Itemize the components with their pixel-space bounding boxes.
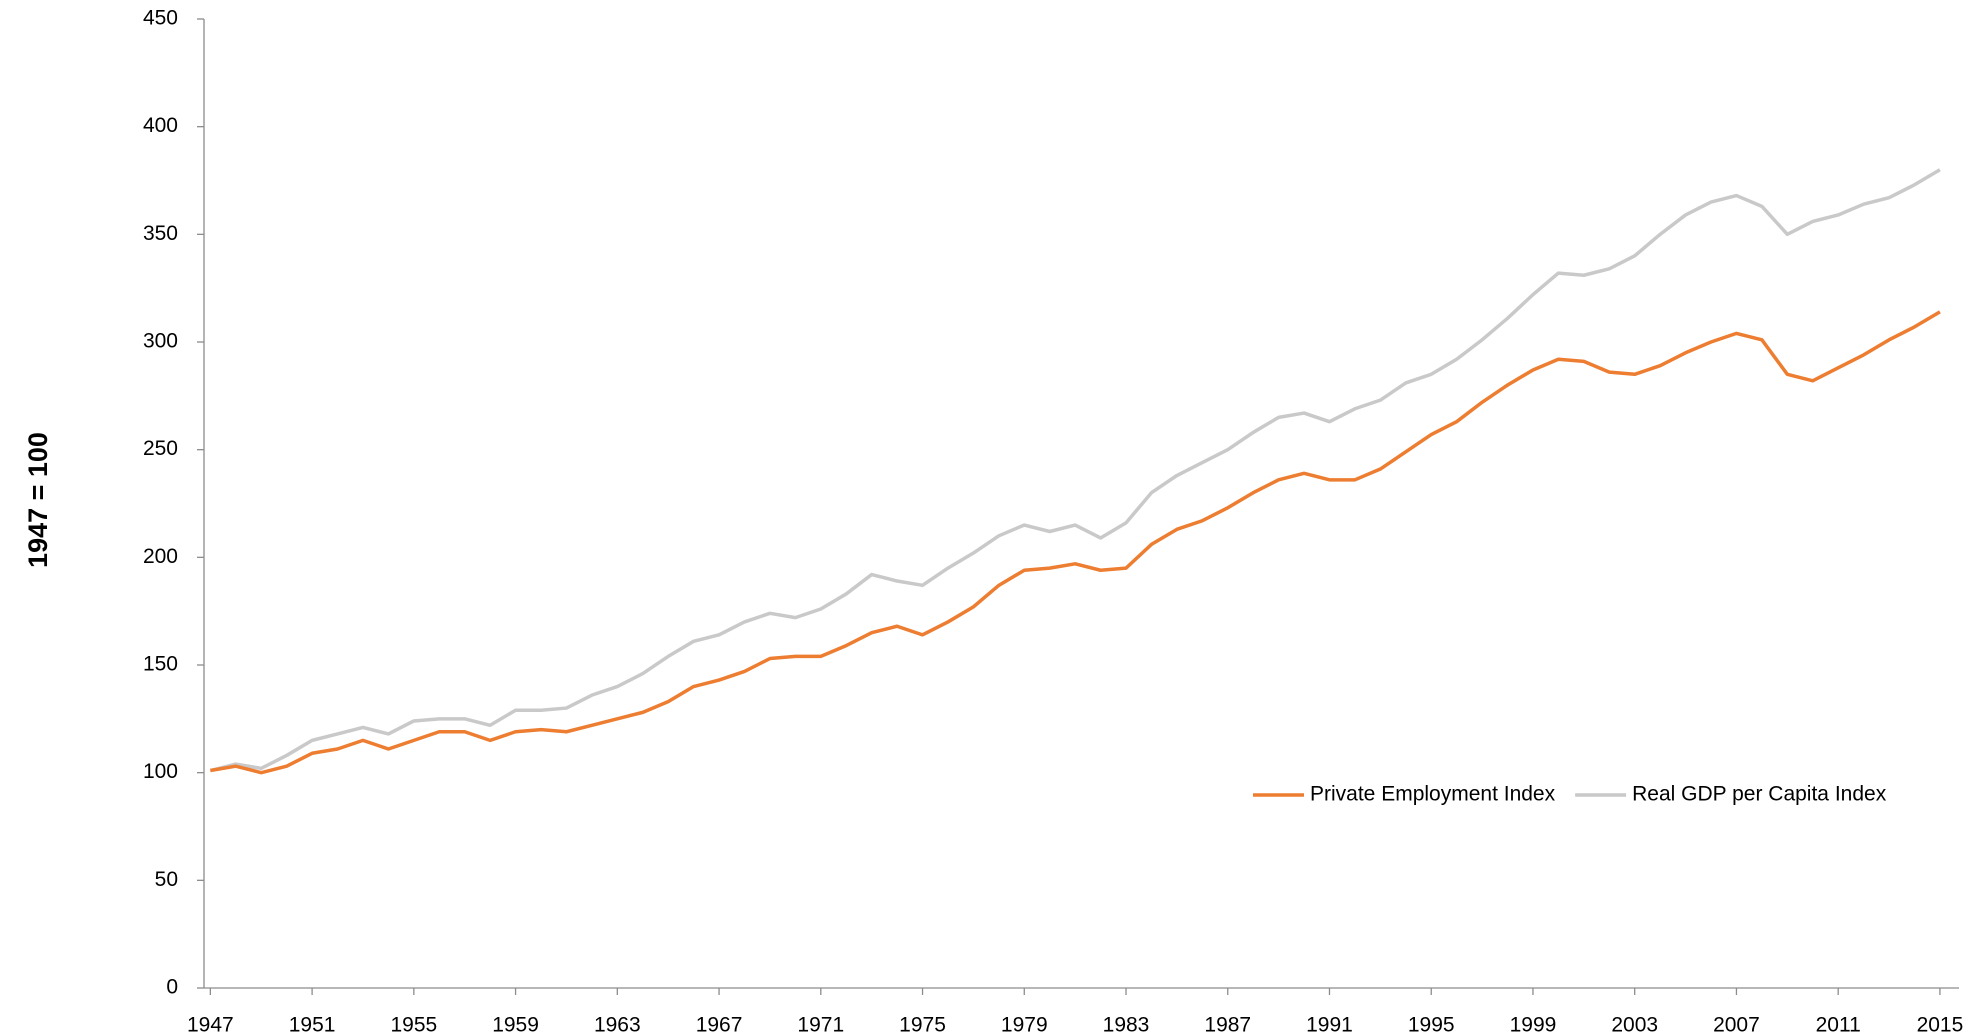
x-tick-label: 2003 <box>1611 1014 1658 1036</box>
x-tick-label: 1967 <box>696 1014 743 1036</box>
x-tick-label: 1963 <box>594 1014 641 1036</box>
y-tick-label: 300 <box>143 330 178 353</box>
x-tick-label: 1979 <box>1001 1014 1048 1036</box>
legend-label: Private Employment Index <box>1310 783 1556 806</box>
x-tick-label: 1999 <box>1510 1014 1557 1036</box>
y-axis-label: 1947 = 100 <box>23 432 53 568</box>
y-tick-label: 150 <box>143 653 178 676</box>
y-tick-label: 450 <box>143 7 178 30</box>
x-tick-label: 1975 <box>899 1014 946 1036</box>
x-tick-label: 1955 <box>390 1014 437 1036</box>
x-tick-label: 1959 <box>492 1014 539 1036</box>
y-tick-label: 0 <box>166 976 178 999</box>
y-tick-label: 350 <box>143 222 178 245</box>
x-tick-label: 1995 <box>1408 1014 1455 1036</box>
x-tick-label: 1971 <box>797 1014 844 1036</box>
y-tick-label: 50 <box>155 868 178 891</box>
y-tick-label: 100 <box>143 760 178 783</box>
series-line <box>209 168 1941 773</box>
x-tick-label: 1951 <box>289 1014 336 1036</box>
series-line <box>210 310 1941 775</box>
y-tick-label: 400 <box>143 114 178 137</box>
y-tick-label: 250 <box>143 437 178 460</box>
x-tick-label: 1947 <box>187 1014 234 1036</box>
y-tick-label: 200 <box>143 545 178 568</box>
x-tick-label: 1991 <box>1306 1014 1353 1036</box>
x-tick-label: 2011 <box>1816 1014 1861 1036</box>
legend-label: Real GDP per Capita Index <box>1632 783 1887 806</box>
x-tick-label: 1983 <box>1103 1014 1150 1036</box>
x-tick-label: 2007 <box>1713 1014 1760 1036</box>
x-tick-label: 1987 <box>1204 1014 1251 1036</box>
x-tick-label: 2015 <box>1917 1014 1964 1036</box>
